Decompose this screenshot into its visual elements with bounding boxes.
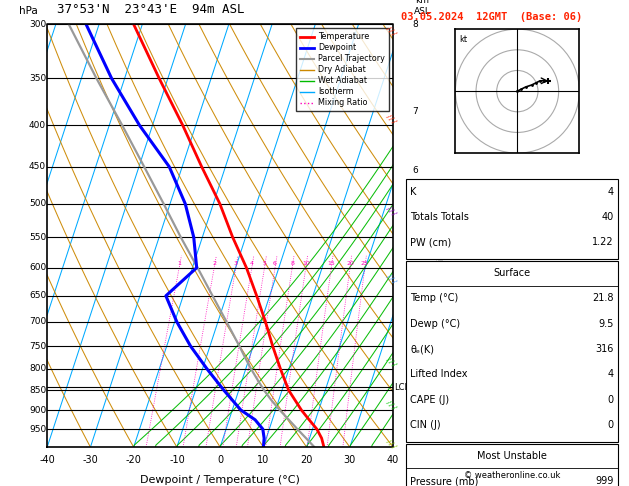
Bar [406,444,618,486]
Text: 0: 0 [608,395,614,405]
Text: 4: 4 [608,369,614,380]
Text: 40: 40 [601,212,614,222]
Text: 25: 25 [361,261,369,266]
Text: 20: 20 [301,455,313,465]
Text: 300: 300 [29,20,46,29]
Text: 1: 1 [412,408,418,417]
Text: 20: 20 [346,261,354,266]
Text: 350: 350 [29,74,46,83]
Text: 400: 400 [29,121,46,130]
Text: 6: 6 [273,261,277,266]
Text: 03.05.2024  12GMT  (Base: 06): 03.05.2024 12GMT (Base: 06) [401,12,582,22]
Bar [406,179,618,259]
Text: 450: 450 [29,162,46,171]
Text: 2: 2 [212,261,216,266]
Text: hPa: hPa [19,6,38,16]
Text: 5: 5 [412,226,418,235]
Text: 800: 800 [29,364,46,373]
Text: 2: 2 [412,368,418,378]
Text: 550: 550 [29,233,46,242]
Text: CIN (J): CIN (J) [410,420,441,430]
Text: 650: 650 [29,291,46,300]
Text: 21.8: 21.8 [593,294,614,303]
Text: ///: /// [385,355,398,369]
Text: 950: 950 [29,425,46,434]
Text: ///: /// [385,205,398,218]
Text: -30: -30 [82,455,98,465]
Text: 8: 8 [290,261,294,266]
Text: 10: 10 [257,455,269,465]
Text: ///: /// [385,273,398,286]
Text: km
ASL: km ASL [414,0,431,16]
Text: ///: /// [385,25,398,38]
Text: 8: 8 [412,20,418,29]
Text: 15: 15 [328,261,335,266]
Text: 7: 7 [412,107,418,117]
Text: Temp (°C): Temp (°C) [410,294,459,303]
Text: 0: 0 [217,455,223,465]
Text: -40: -40 [39,455,55,465]
Text: -10: -10 [169,455,185,465]
Text: kt: kt [460,35,467,44]
Text: ///: /// [385,112,398,126]
Text: Mixing Ratio (g/kg): Mixing Ratio (g/kg) [437,196,446,276]
Text: 750: 750 [29,342,46,350]
Text: 30: 30 [344,455,356,465]
Text: Pressure (mb): Pressure (mb) [410,476,479,486]
Text: Most Unstable: Most Unstable [477,451,547,461]
Text: Totals Totals: Totals Totals [410,212,469,222]
Text: 37°53'N  23°43'E  94m ASL: 37°53'N 23°43'E 94m ASL [57,3,245,16]
Text: 900: 900 [29,406,46,415]
Legend: Temperature, Dewpoint, Parcel Trajectory, Dry Adiabat, Wet Adiabat, Isotherm, Mi: Temperature, Dewpoint, Parcel Trajectory… [296,28,389,111]
Text: θₑ(K): θₑ(K) [410,344,434,354]
Text: 1: 1 [177,261,181,266]
Text: 9.5: 9.5 [598,319,614,329]
Text: 999: 999 [596,476,614,486]
Text: CAPE (J): CAPE (J) [410,395,449,405]
Text: 316: 316 [596,344,614,354]
Text: 4: 4 [608,187,614,197]
Text: 850: 850 [29,385,46,395]
Text: 5: 5 [262,261,267,266]
Text: Dewpoint / Temperature (°C): Dewpoint / Temperature (°C) [140,475,300,485]
Text: LCL: LCL [394,382,409,392]
Text: 1.22: 1.22 [593,238,614,247]
Text: 700: 700 [29,317,46,327]
Text: 3: 3 [412,317,418,327]
Text: © weatheronline.co.uk: © weatheronline.co.uk [464,471,560,481]
Text: ///: /// [385,399,398,413]
Bar [406,261,618,442]
Text: -20: -20 [126,455,142,465]
Text: 4: 4 [412,286,418,295]
Text: 40: 40 [387,455,399,465]
Text: PW (cm): PW (cm) [410,238,452,247]
Text: 3: 3 [234,261,238,266]
Text: 500: 500 [29,199,46,208]
Text: K: K [410,187,416,197]
Text: 6: 6 [412,166,418,175]
Text: 0: 0 [608,420,614,430]
Text: 600: 600 [29,263,46,272]
Text: 10: 10 [302,261,309,266]
Text: ///: /// [385,438,398,451]
Text: Lifted Index: Lifted Index [410,369,467,380]
Text: Dewp (°C): Dewp (°C) [410,319,460,329]
Text: Surface: Surface [493,268,531,278]
Text: 4: 4 [250,261,253,266]
